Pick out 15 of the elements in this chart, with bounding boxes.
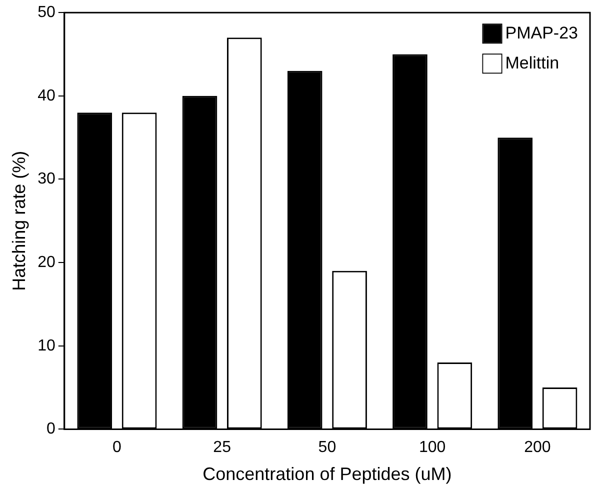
- y-tick-label: 20: [38, 254, 56, 271]
- y-axis-title: Hatching rate (%): [8, 150, 29, 291]
- legend-label: Melittin: [505, 53, 560, 72]
- y-tick-label: 30: [38, 170, 56, 188]
- x-tick-label: 200: [524, 439, 551, 456]
- y-tick-label: 10: [38, 337, 56, 354]
- y-tick-label: 0: [46, 420, 56, 438]
- x-axis-title: Concentration of Peptides (uM): [202, 464, 452, 484]
- y-tick-label: 50: [38, 4, 56, 22]
- x-tick-label: 25: [213, 439, 232, 456]
- y-tick-label: 40: [38, 87, 56, 104]
- legend-label: PMAP-23: [505, 23, 578, 42]
- x-tick-label: 0: [112, 439, 122, 456]
- x-tick-label: 100: [418, 439, 446, 456]
- x-tick-label: 50: [318, 439, 336, 456]
